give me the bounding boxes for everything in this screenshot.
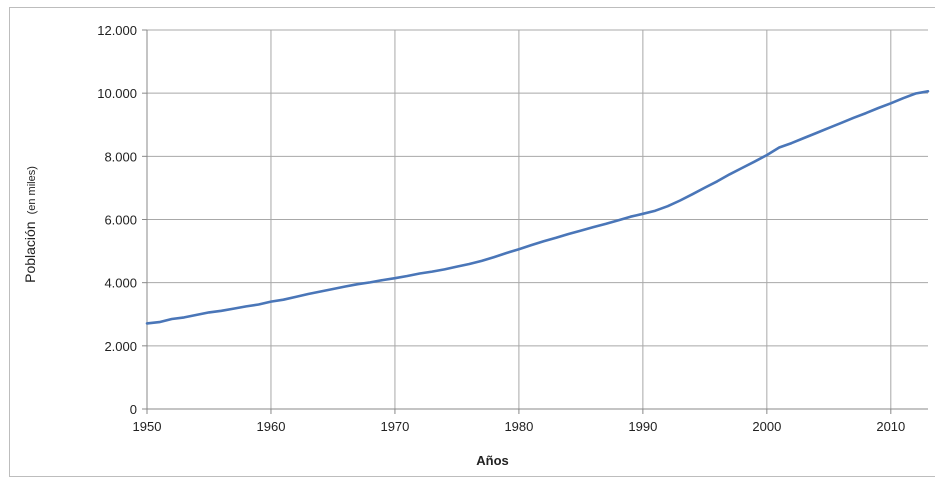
grid-lines xyxy=(147,29,928,409)
y-axis-title-sub: (en miles) xyxy=(26,166,38,214)
y-tick-label: 12.000 xyxy=(97,23,137,38)
series-layer xyxy=(145,90,930,325)
y-axis-title: Población (en miles) xyxy=(22,166,39,283)
chart-frame: 0 2.000 4.000 6.000 8.000 10.000 12.000 1950 196… xyxy=(9,7,935,477)
line-chart: 0 2.000 4.000 6.000 8.000 10.000 12.000 1950 196… xyxy=(22,23,930,468)
axes xyxy=(142,29,928,414)
y-tick-label: 6.000 xyxy=(104,213,137,228)
x-tick-label: 1980 xyxy=(504,419,533,434)
y-tick-label: 10.000 xyxy=(97,86,137,101)
y-tick-label: 8.000 xyxy=(104,149,137,164)
tick-labels: 0 2.000 4.000 6.000 8.000 10.000 12.000 1950 196… xyxy=(97,23,905,434)
series-line xyxy=(145,90,930,325)
y-tick-label: 0 xyxy=(130,402,137,417)
x-tick-label: 1990 xyxy=(628,419,657,434)
x-tick-label: 2000 xyxy=(752,419,781,434)
x-tick-label: 2010 xyxy=(876,419,905,434)
x-tick-label: 1960 xyxy=(257,419,286,434)
y-tick-label: 2.000 xyxy=(104,339,137,354)
x-axis-title: Años xyxy=(476,453,509,468)
x-tick-label: 1950 xyxy=(133,419,162,434)
x-tick-label: 1970 xyxy=(380,419,409,434)
y-tick-label: 4.000 xyxy=(104,276,137,291)
y-axis-title-main: Población xyxy=(22,221,38,283)
